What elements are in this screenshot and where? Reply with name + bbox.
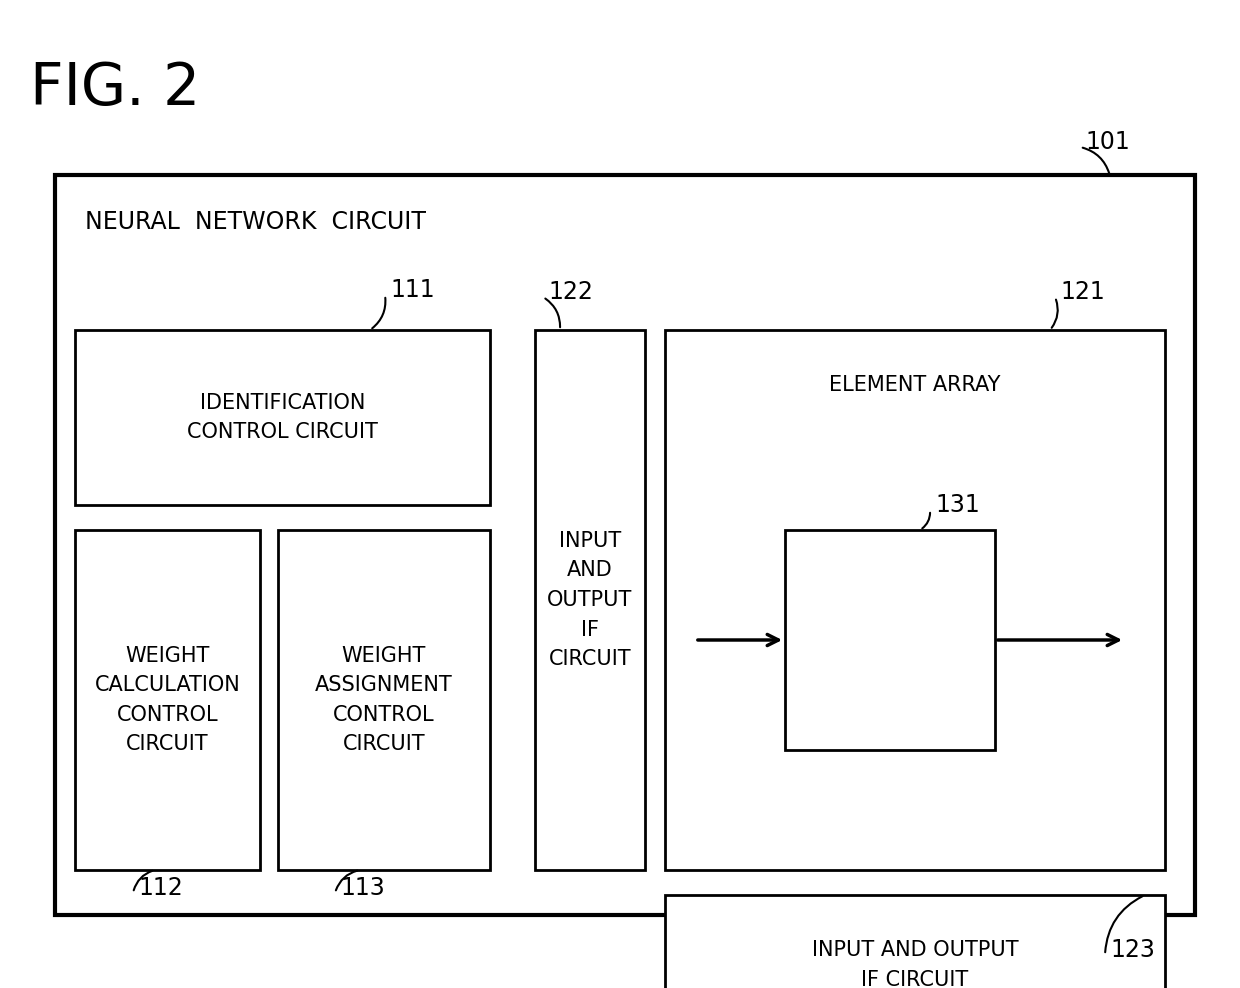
Text: 101: 101 [1085,130,1130,154]
Text: 131: 131 [935,493,980,517]
Text: INPUT AND OUTPUT
IF CIRCUIT: INPUT AND OUTPUT IF CIRCUIT [812,941,1018,988]
Bar [278,530,490,870]
Text: FIG. 2: FIG. 2 [30,60,200,117]
Text: NEURAL  NETWORK  CIRCUIT: NEURAL NETWORK CIRCUIT [86,210,427,234]
Bar [665,895,1166,988]
Bar [534,330,645,870]
Text: 111: 111 [391,278,435,302]
Text: 121: 121 [1060,280,1105,304]
Bar [55,175,1195,915]
Text: INPUT
AND
OUTPUT
IF
CIRCUIT: INPUT AND OUTPUT IF CIRCUIT [547,531,632,669]
Bar [74,330,490,505]
Text: 112: 112 [138,876,182,900]
Bar [665,330,1166,870]
Bar [74,530,260,870]
Text: 122: 122 [548,280,593,304]
Text: WEIGHT
CALCULATION
CONTROL
CIRCUIT: WEIGHT CALCULATION CONTROL CIRCUIT [94,645,241,755]
Bar [785,530,994,750]
Text: 123: 123 [1110,938,1154,962]
Text: ELEMENT ARRAY: ELEMENT ARRAY [830,375,1001,395]
Text: 113: 113 [340,876,384,900]
Text: WEIGHT
ASSIGNMENT
CONTROL
CIRCUIT: WEIGHT ASSIGNMENT CONTROL CIRCUIT [315,645,453,755]
Text: IDENTIFICATION
CONTROL CIRCUIT: IDENTIFICATION CONTROL CIRCUIT [187,392,378,443]
